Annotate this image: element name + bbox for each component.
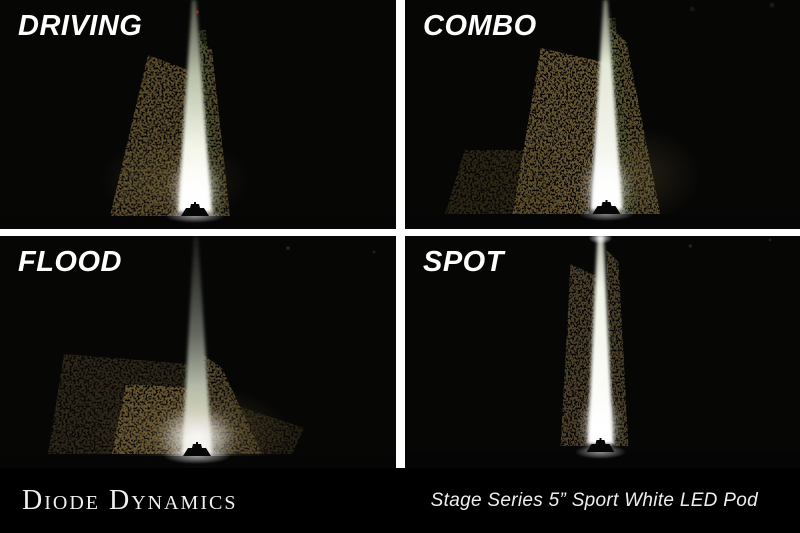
beam-label-driving: DRIVING (18, 10, 143, 42)
panel-combo: COMBO (405, 0, 800, 229)
combo-beam-photo (405, 0, 800, 229)
panel-driving: DRIVING (0, 0, 396, 229)
brand-logo-text: Diode Dynamics (22, 484, 238, 516)
product-name: Stage Series 5” Sport White LED Pod (430, 489, 758, 511)
photo-grid: DRIVING COMBO (0, 0, 800, 468)
footer-bar: Diode Dynamics Stage Series 5” Sport Whi… (0, 468, 800, 533)
beam-label-combo: COMBO (423, 10, 537, 42)
panel-spot: SPOT (405, 236, 800, 468)
panel-flood: FLOOD (0, 236, 396, 468)
driving-beam-photo (0, 0, 396, 229)
spot-beam-photo (405, 236, 800, 468)
beam-label-flood: FLOOD (18, 246, 122, 278)
flood-beam-photo (0, 236, 396, 468)
beam-label-spot: SPOT (423, 246, 504, 278)
